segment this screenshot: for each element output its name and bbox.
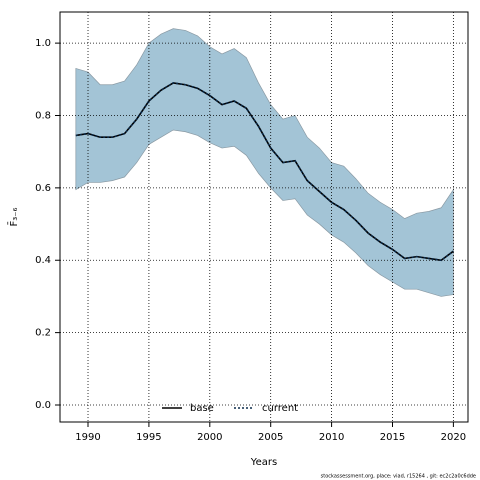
plot-frame	[59, 11, 469, 423]
x-tick-label: 1995	[136, 432, 161, 443]
y-tick-label: 0.6	[35, 183, 51, 194]
y-tick-label: 0.4	[35, 255, 51, 266]
confidence-band	[75, 28, 454, 297]
x-tick-label: 2020	[441, 432, 466, 443]
legend-label: base	[190, 403, 214, 414]
x-tick-label: 1990	[75, 432, 100, 443]
x-tick-label: 2015	[380, 432, 405, 443]
y-tick-label: 0.0	[35, 400, 51, 411]
x-tick-label: 2005	[258, 432, 283, 443]
legend-label: current	[262, 403, 298, 414]
x-axis-label: Years	[250, 457, 277, 468]
y-tick-label: 0.8	[35, 110, 51, 121]
series-line	[75, 82, 454, 262]
y-axis-label: F̄₃₋₆	[7, 207, 20, 226]
footer: stockassessment.org, place: viad, r15264…	[321, 474, 476, 480]
x-tick-label: 2000	[197, 432, 222, 443]
x-tick-label: 2010	[319, 432, 344, 443]
y-tick-label: 0.2	[35, 328, 51, 339]
y-tick-label: 1.0	[35, 38, 51, 49]
